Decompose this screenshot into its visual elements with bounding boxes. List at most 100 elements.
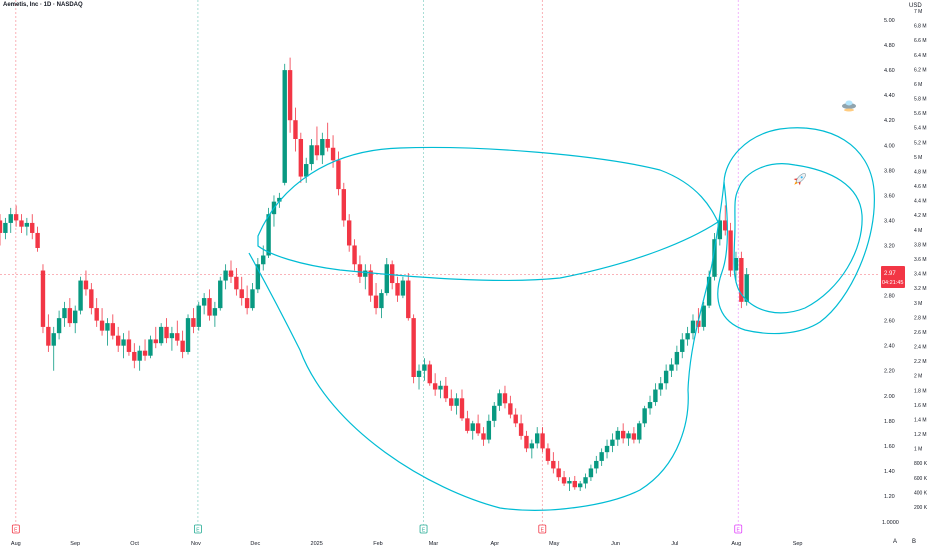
currency-label: USD [909, 3, 922, 9]
candle [180, 330, 185, 359]
volume-tick: 1 M [914, 447, 922, 453]
candle [368, 264, 373, 302]
candle [647, 395, 653, 415]
volume-tick: 3.8 M [914, 242, 927, 248]
candle [680, 333, 685, 359]
volume-tick: 4.8 M [914, 169, 927, 175]
candle [567, 477, 572, 491]
candle [637, 420, 642, 444]
candle [62, 301, 67, 327]
time-tick: May [549, 541, 560, 547]
bowl-curve-drawing[interactable] [248, 181, 725, 511]
ufo-icon[interactable] [842, 100, 856, 112]
volume-tick: 4.4 M [914, 199, 927, 205]
time-tick: Sep [70, 541, 80, 547]
candle [658, 377, 663, 396]
price-tick: 4.20 [884, 118, 895, 124]
candle [411, 314, 416, 384]
volume-tick: 6.4 M [914, 53, 927, 59]
volume-tick: 5.6 M [914, 111, 927, 117]
currency-box[interactable]: USD [903, 0, 932, 14]
candle [132, 343, 137, 369]
candle [244, 285, 250, 315]
log-scale-button[interactable]: B [912, 539, 917, 545]
candle [631, 427, 637, 444]
volume-tick: 3.6 M [914, 257, 927, 263]
time-tick: Aug [11, 541, 21, 547]
price-scale[interactable]: 5.00 4.80 4.60 4.40 4.20 4.00 3.80 3.60 3.40 3.20… [880, 0, 932, 530]
symbol-title[interactable]: Aemetis, Inc · 1D · NASDAQ [3, 2, 83, 8]
price-tick: 2.20 [884, 369, 895, 375]
price-tick: 1.60 [884, 444, 895, 450]
earnings-marker[interactable]: E [11, 524, 20, 534]
candle [35, 226, 40, 252]
candle [545, 443, 551, 465]
price-tick: 1.20 [884, 494, 895, 500]
candle [121, 333, 126, 359]
candle [561, 470, 567, 486]
time-tick: 2025 [311, 541, 323, 547]
earnings-marker[interactable]: E [419, 524, 428, 534]
candle [99, 308, 105, 336]
candle [196, 301, 201, 331]
time-tick: Nov [191, 541, 201, 547]
handle-inner-loop-drawing[interactable] [733, 163, 863, 314]
candle [395, 276, 400, 302]
candle [642, 405, 647, 428]
candle [320, 132, 325, 165]
cup-ellipse-drawing[interactable] [257, 146, 719, 282]
drawn-annotations [248, 127, 875, 511]
price-tick: 3.20 [884, 243, 895, 249]
candle [89, 283, 94, 315]
candle [416, 364, 422, 390]
earnings-marker[interactable]: E [734, 524, 743, 534]
price-badge: 2.97 04:21:45 [881, 266, 905, 288]
rocket-icon[interactable] [791, 171, 808, 188]
svg-text:E: E [14, 528, 18, 534]
candle [400, 276, 406, 299]
candle [218, 276, 223, 311]
candle [486, 414, 492, 444]
candle [384, 258, 389, 296]
candle [513, 408, 518, 428]
candle [744, 268, 749, 306]
candle [153, 326, 158, 349]
volume-tick: 3 M [914, 301, 922, 307]
candle [594, 455, 599, 474]
candle [443, 377, 449, 403]
candle [56, 310, 62, 340]
time-scale[interactable]: Aug Sep Oct Nov Dec 2025 Feb Mar Apr May Jun Jul Aug… [0, 530, 932, 550]
volume-tick: 4 M [914, 228, 922, 234]
candle [115, 326, 121, 352]
price-badge-value: 2.97 [884, 271, 896, 277]
candle [529, 439, 535, 459]
candle [497, 389, 502, 411]
candle [610, 433, 615, 453]
earnings-marker[interactable]: E [194, 524, 202, 534]
candle [363, 264, 368, 290]
auto-scale-button[interactable]: A [893, 539, 898, 545]
candle [142, 339, 148, 361]
candle [674, 345, 680, 371]
candle [669, 358, 674, 377]
volume-tick: 3.4 M [914, 272, 927, 278]
price-tick: 5.00 [884, 18, 895, 24]
volume-tick: 200 K [914, 505, 928, 511]
earnings-marker[interactable]: E [538, 524, 547, 534]
candle [551, 452, 556, 474]
candle [717, 214, 723, 246]
candle [432, 373, 438, 396]
candle [341, 182, 347, 227]
price-tick: 3.40 [884, 218, 895, 224]
handle-outer-loop-drawing[interactable] [717, 127, 875, 335]
candle [556, 460, 561, 481]
volume-tick: 1.8 M [914, 388, 927, 394]
volume-tick: 6.6 M [914, 38, 927, 44]
candle [137, 345, 142, 371]
candle [191, 308, 196, 334]
time-tick: Aug [731, 541, 741, 547]
candle [3, 217, 8, 240]
candle [169, 326, 175, 351]
